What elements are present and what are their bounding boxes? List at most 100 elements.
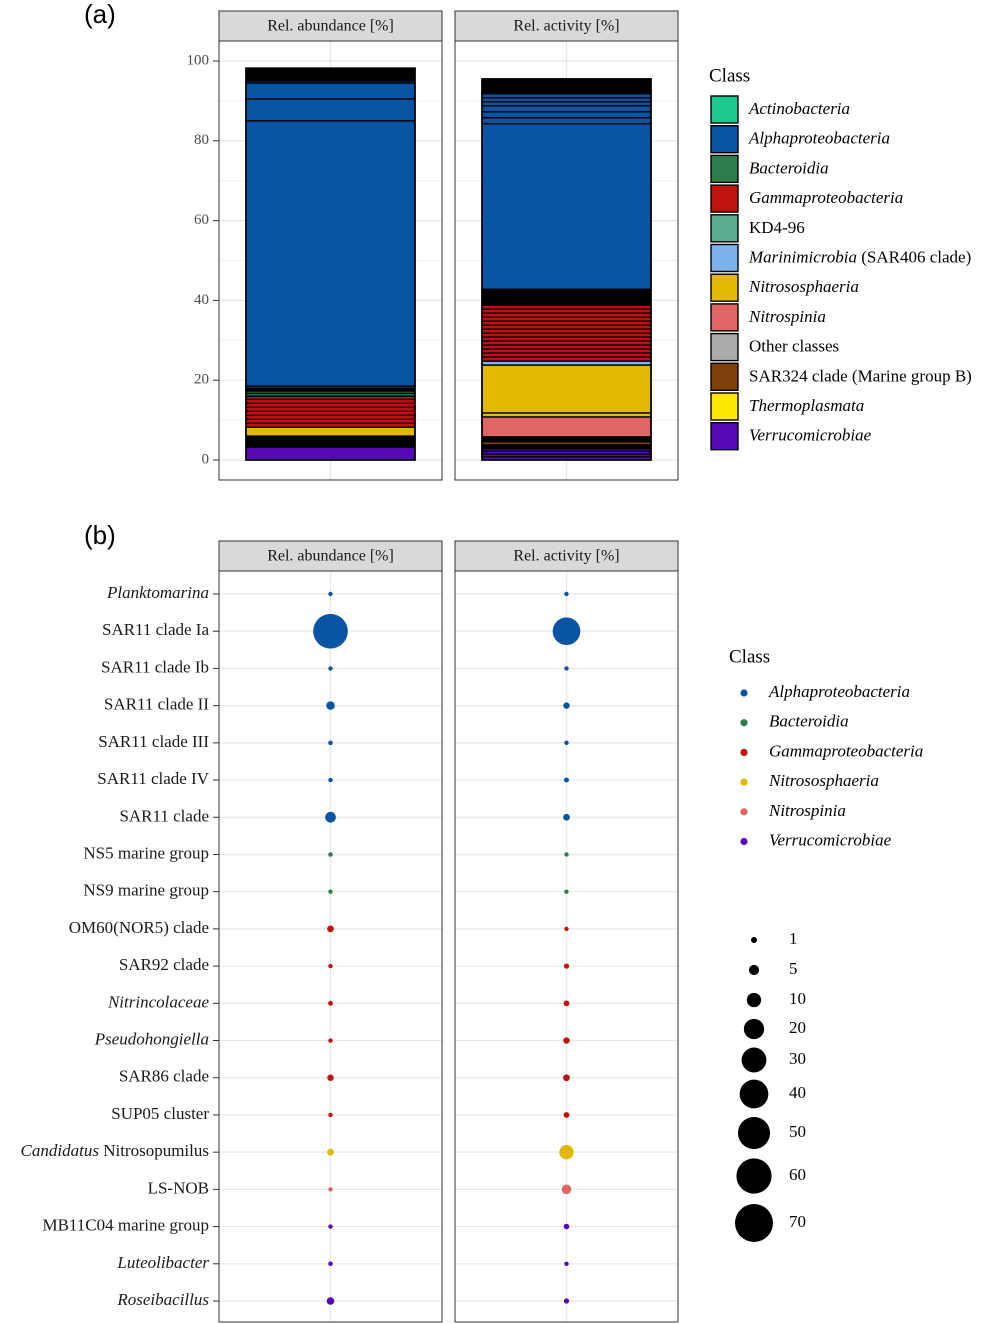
bar-segment bbox=[245, 67, 416, 82]
bubble-point bbox=[563, 702, 570, 709]
bubble-point bbox=[328, 1000, 333, 1006]
legend-b-label-italic: Alphaproteobacteria bbox=[768, 682, 910, 701]
bubble-point bbox=[327, 925, 334, 933]
legend-a-swatch bbox=[710, 95, 739, 124]
panel-b-row-label-plain: Nitrosopumilus bbox=[99, 1141, 209, 1160]
size-legend-label: 30 bbox=[789, 1049, 806, 1068]
panel-b-row-label-plain: OM60(NOR5) clade bbox=[69, 918, 209, 937]
bar-segment bbox=[245, 120, 416, 387]
bar-segment bbox=[481, 104, 652, 113]
panel-a-label: (a) bbox=[84, 0, 116, 29]
panel-a-ytick-label: 60 bbox=[194, 212, 209, 228]
legend-a-swatch bbox=[710, 362, 739, 391]
size-legend-dot bbox=[746, 992, 762, 1008]
panel-b-row-label-italic: Candidatus bbox=[21, 1141, 100, 1160]
size-legend-label: 20 bbox=[789, 1018, 806, 1037]
legend-b-label: Gammaproteobacteria bbox=[769, 741, 923, 760]
legend-a-label-plain: (SAR406 clade) bbox=[857, 247, 971, 266]
panel-a-strip-0-label: Rel. abundance [%] bbox=[267, 18, 394, 35]
panel-b-row-label-plain: SUP05 cluster bbox=[111, 1104, 209, 1123]
legend-a-label-plain: Other classes bbox=[749, 337, 839, 356]
legend-b-title: Class bbox=[729, 646, 770, 667]
bubble-point bbox=[559, 1144, 574, 1160]
legend-b-label-italic: Nitrospinia bbox=[768, 801, 846, 820]
legend-a-swatch bbox=[710, 392, 739, 421]
legend-b-label-italic: Verrucomicrobiae bbox=[769, 830, 892, 849]
panel-b-row-label-plain: NS9 marine group bbox=[83, 881, 209, 900]
legend-b-label: Nitrospinia bbox=[768, 801, 846, 820]
bubble-point bbox=[563, 1037, 570, 1044]
bubble-point bbox=[328, 852, 333, 857]
bubble-point bbox=[328, 777, 333, 783]
legend-a-label: Other classes bbox=[749, 337, 839, 356]
legend-a-swatch bbox=[710, 154, 739, 184]
size-legend-label: 60 bbox=[789, 1165, 806, 1184]
panel-b-row-label: Planktomarina bbox=[106, 583, 209, 602]
legend-a-label-italic: Nitrospinia bbox=[748, 307, 826, 326]
size-legend-dot bbox=[739, 1079, 769, 1109]
legend-a-swatch bbox=[710, 184, 739, 213]
size-legend-label: 40 bbox=[789, 1083, 806, 1102]
legend-b-label-italic: Gammaproteobacteria bbox=[769, 741, 923, 760]
bubble-point bbox=[563, 1223, 570, 1230]
panel-b-row-label: NS9 marine group bbox=[83, 881, 209, 900]
legend-b-label: Verrucomicrobiae bbox=[769, 830, 892, 849]
panel-a-ytick-label: 20 bbox=[194, 372, 209, 388]
panel-b-strip-1-label: Rel. activity [%] bbox=[513, 548, 619, 565]
legend-a-swatch bbox=[710, 332, 739, 362]
bar-outline bbox=[481, 78, 652, 461]
bubble-point bbox=[563, 1000, 570, 1007]
bubble-point bbox=[325, 811, 336, 823]
bar-segment bbox=[481, 288, 652, 306]
panel-b-strip-0-bg bbox=[218, 540, 443, 572]
bar-segment bbox=[245, 98, 416, 122]
legend-b-dot bbox=[740, 748, 748, 757]
panel-b-row-label: Nitrincolaceae bbox=[107, 992, 209, 1011]
bubble-point bbox=[326, 701, 335, 710]
legend-a-swatch bbox=[710, 124, 739, 154]
panel-b-row-label: MB11C04 marine group bbox=[42, 1215, 209, 1234]
size-legend-label: 5 bbox=[789, 959, 798, 978]
bubble-point bbox=[564, 740, 569, 746]
bar-segment bbox=[245, 82, 416, 100]
panel-b-row-label: LS-NOB bbox=[148, 1178, 209, 1197]
size-legend-dot bbox=[736, 1158, 772, 1194]
panel-b-row-label: SAR92 clade bbox=[119, 955, 209, 974]
bubble-point bbox=[327, 1148, 334, 1156]
bar-segment bbox=[481, 78, 652, 95]
panel-b-row-label-plain: SAR11 clade III bbox=[98, 732, 209, 751]
legend-a-label: Nitrospinia bbox=[748, 307, 826, 326]
legend-a-label: Gammaproteobacteria bbox=[749, 188, 903, 207]
panel-b-border-1 bbox=[454, 570, 679, 1323]
panel-b-row-label: SAR11 clade bbox=[119, 806, 209, 825]
panel-b-strip-0-label: Rel. abundance [%] bbox=[267, 548, 394, 565]
panel-b-row-label-plain: NS5 marine group bbox=[83, 843, 209, 862]
size-legend-label: 10 bbox=[789, 989, 806, 1008]
panel-b-row-label-plain: LS-NOB bbox=[148, 1178, 209, 1197]
bubble-point bbox=[552, 617, 581, 646]
legend-a-label-italic: Actinobacteria bbox=[748, 99, 850, 118]
size-legend-dot bbox=[743, 1018, 765, 1040]
bar-segment bbox=[481, 416, 652, 438]
legend-a-label: Nitrososphaeria bbox=[748, 277, 859, 296]
panel-b-row-label: Pseudohongiella bbox=[94, 1029, 209, 1048]
bubble-point bbox=[563, 1298, 570, 1304]
panel-b-row-label: NS5 marine group bbox=[83, 843, 209, 862]
panel-b-row-label: Roseibacillus bbox=[116, 1290, 209, 1309]
size-legend-label: 50 bbox=[789, 1122, 806, 1141]
panel-b-row-label-italic: Roseibacillus bbox=[116, 1290, 209, 1309]
panel-b-label: (b) bbox=[84, 520, 116, 550]
size-legend-label: 1 bbox=[789, 929, 798, 948]
bar-segment bbox=[481, 436, 652, 443]
size-legend-dot bbox=[735, 1204, 773, 1242]
legend-a-title: Class bbox=[709, 65, 750, 86]
panel-b-row-label-plain: SAR11 clade Ia bbox=[102, 620, 209, 639]
panel-b-row-label-italic: Pseudohongiella bbox=[94, 1029, 209, 1048]
legend-a-label-italic: Alphaproteobacteria bbox=[748, 129, 890, 148]
panel-b-row-label-italic: Luteolibacter bbox=[116, 1253, 209, 1272]
size-legend-dot bbox=[751, 937, 757, 943]
bar-segment bbox=[481, 364, 652, 414]
panel-b-row-label-plain: SAR86 clade bbox=[119, 1067, 209, 1086]
panel-b-row-label: SAR11 clade II bbox=[104, 695, 209, 714]
bar-segment bbox=[481, 110, 652, 119]
